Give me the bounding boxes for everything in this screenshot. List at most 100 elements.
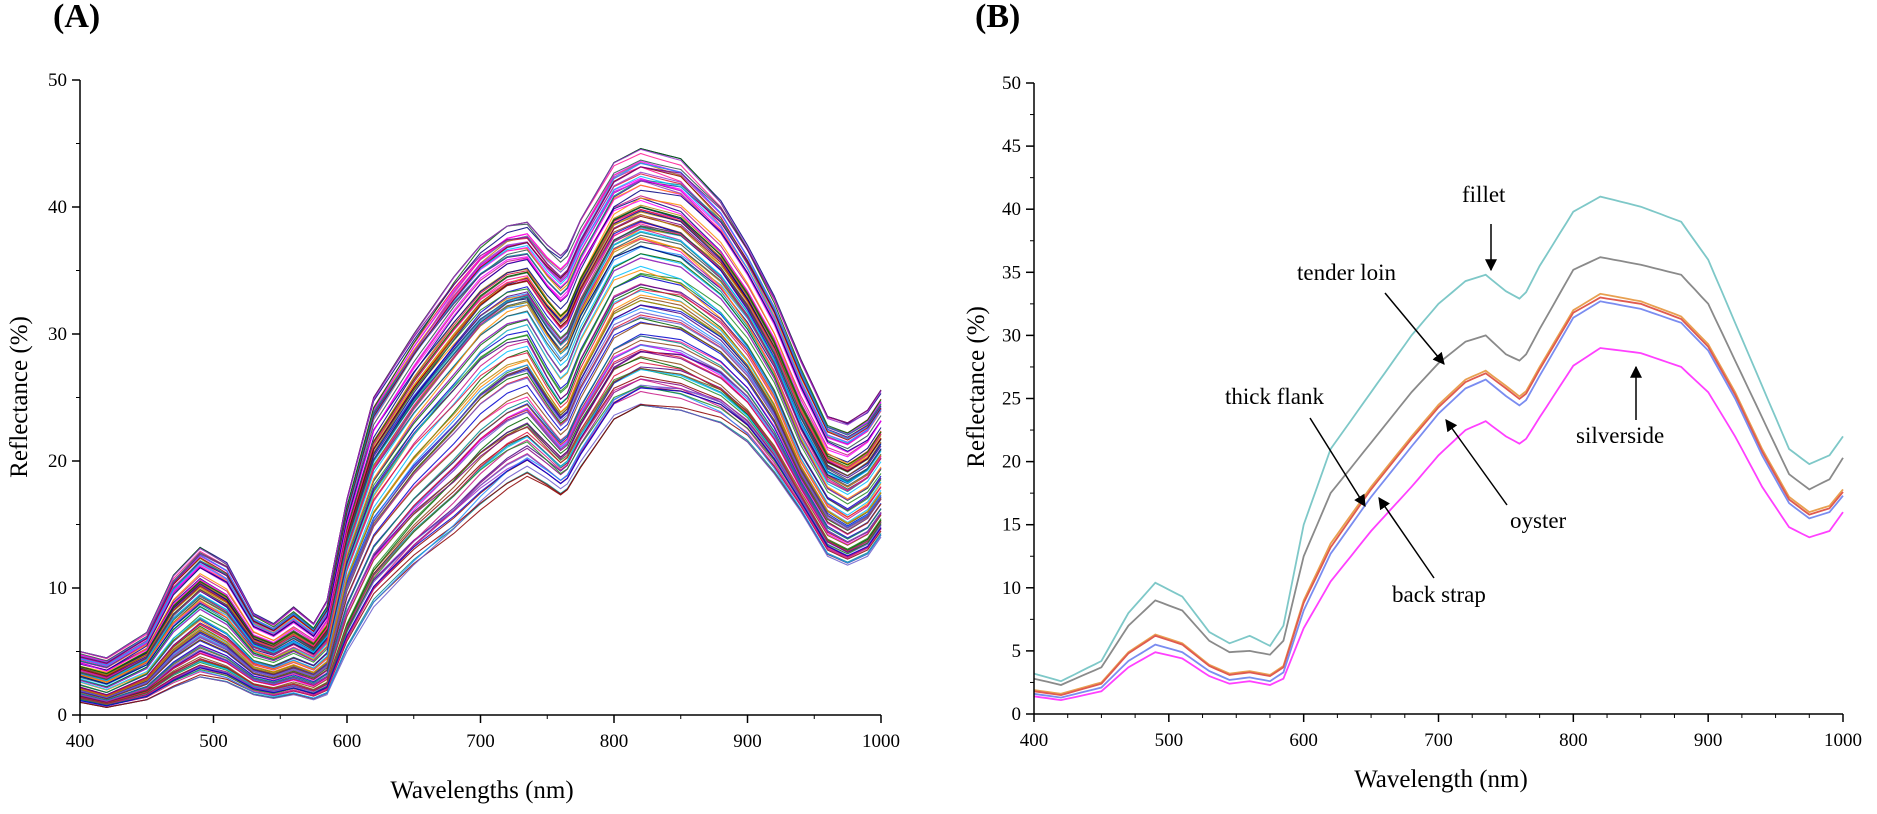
panel-a-spectrum-line [79,335,882,701]
annotation-oyster-arrow [1445,419,1508,506]
panel-a-spectrum-line [79,304,882,698]
annotation-fillet: fillet [1462,182,1506,207]
annotation-thick-flank-arrow [1309,417,1366,508]
panel-a-spectrum-line [79,385,882,706]
panel-a-x-tick-label: 900 [733,731,762,752]
panel-a-spectrum-line [79,211,882,676]
panel-b-x-tick-label: 500 [1155,730,1184,751]
panel-a-spectrum-line [79,356,882,703]
panel-a-spectrum-line [79,387,882,707]
panel-b-series-thick-flank [1033,292,1844,695]
panel-a-axes: 400 500 600 700 800 900 1000 0 10 20 30 40 50 [48,70,900,752]
panel-b-x-axis-title: Wavelength (nm) [1354,766,1528,793]
panel-a-spectrum-line [79,403,882,708]
panel-b-y-tick-label: 40 [1002,199,1021,220]
panel-b-series-fillet [1033,195,1844,683]
panel-a-spectrum-line [79,236,882,683]
panel-b-x-tick-label: 800 [1559,730,1588,751]
panel-a-spectrum-line [79,148,882,659]
annotation-silverside: silverside [1576,423,1664,448]
panel-a-spectrum-line [79,180,882,668]
panel-a-spectrum-line [79,195,882,671]
panel-b-y-tick-label: 50 [1002,73,1021,94]
panel-a-spectrum-line [79,385,882,706]
panel-b-y-axis-title: Reflectance (%) [963,306,990,468]
panel-a-spectrum-line [79,375,882,705]
panel-a-spectrum-line [79,361,882,704]
panel-b-x-tick-label: 1000 [1824,730,1862,751]
panel-a-x-axis-title: Wavelengths (nm) [390,777,573,804]
panel-b-y-tick-label: 15 [1002,515,1021,536]
panel-a-spectrum-line [79,311,882,699]
panel-b-y-tick-label: 0 [1012,704,1022,725]
annotation-tender-loin-arrow [1384,292,1445,365]
panel-b-series-tender-loin [1033,256,1844,686]
panel-b-y-tick-label: 10 [1002,578,1021,599]
panel-a-x-tick-label: 800 [600,731,629,752]
panel-a-x-tick-label: 600 [333,731,362,752]
panel-b-y-tick-label: 30 [1002,325,1021,346]
panel-b-y-tick-label: 20 [1002,452,1021,473]
panel-a-spectrum-line [79,228,882,681]
panel-a-spectrum-line [79,290,882,696]
panel-b-y-tick-label: 25 [1002,389,1021,410]
panel-a-y-tick-label: 40 [48,197,67,218]
panel-b-y-tick-label: 35 [1002,262,1021,283]
panel-a-spectrum-line [79,265,882,691]
panel-a-spectrum-line [79,294,882,697]
panel-b-x-tick-label: 700 [1424,730,1453,751]
panel-a-spectrum-line [79,386,882,707]
panel-a-y-axis-title: Reflectance (%) [6,316,33,478]
panel-a-x-tick-label: 400 [66,731,95,752]
panel-a-spectrum-line [79,322,882,700]
panel-a-y-tick-label: 20 [48,451,67,472]
panel-a-spectrum-line [79,166,882,664]
panel-a-spectrum-line [79,225,882,681]
panel-b-x-tick-label: 900 [1694,730,1723,751]
annotation-back-strap-arrow [1378,497,1435,579]
panel-a-spectrum-line [79,257,882,689]
panel-a-spectrum-line [79,367,882,705]
panel-a-spectrum-line [79,369,882,705]
panel-a-spectrum-line [79,206,882,675]
panel-a-spectrum-line [79,300,882,698]
panel-b-axes: 400 500 600 700 800 900 1000 0 5 10 15 20 25 30 35 40 45… [1002,73,1862,751]
panel-a-spectrum-line [79,288,882,697]
panel-a-label: (A) [53,0,100,35]
panel-a-spectrum-line [79,316,882,699]
panel-b-series-back-strap [1033,300,1844,699]
panel-b-series-silverside [1033,347,1844,702]
panel-a-spectrum-line [79,220,882,679]
panel-b-x-tick-label: 600 [1289,730,1318,751]
panel-a-spectrum-line [79,307,882,698]
panel-b-y-tick-label: 45 [1002,136,1021,157]
panel-a-spectrum-line [79,349,882,703]
panel-a-spectrum-line [79,344,882,702]
panel-a-spectrum-line [79,284,882,696]
panel-a-spectrum-line [79,404,882,708]
panel-a-y-tick-label: 50 [48,70,67,91]
panel-a-spectrum-line [79,275,882,694]
panel-a-spectrum-line [79,189,882,671]
panel-a-x-tick-label: 700 [466,731,495,752]
panel-a-y-tick-label: 30 [48,324,67,345]
panel-a-spectrum-line [79,384,882,706]
panel-b-x-tick-label: 400 [1020,730,1049,751]
panel-a-spectrum-line [79,272,882,694]
annotation-back-strap: back strap [1392,582,1486,607]
panel-b-series-oyster [1033,296,1844,697]
panel-a-series-group [79,148,882,708]
panel-a-spectrum-line [79,166,882,664]
panel-a-spectrum-line [79,197,882,673]
panel-a-spectrum-line [79,213,882,676]
panel-a-y-tick-label: 10 [48,578,67,599]
panel-a-chart: 400 500 600 700 800 900 1000 0 10 20 30 40 50 Wavele… [6,70,900,804]
panel-b-label: (B) [975,0,1020,35]
panel-a-x-tick-label: 1000 [862,731,900,752]
annotation-oyster: oyster [1510,508,1567,533]
panel-a-spectrum-line [79,148,882,659]
panel-b-y-tick-label: 5 [1012,641,1022,662]
panel-b-chart: 400 500 600 700 800 900 1000 0 5 10 15 20 25 30 35 40 45… [963,73,1862,793]
panel-a-spectrum-line [79,253,882,688]
